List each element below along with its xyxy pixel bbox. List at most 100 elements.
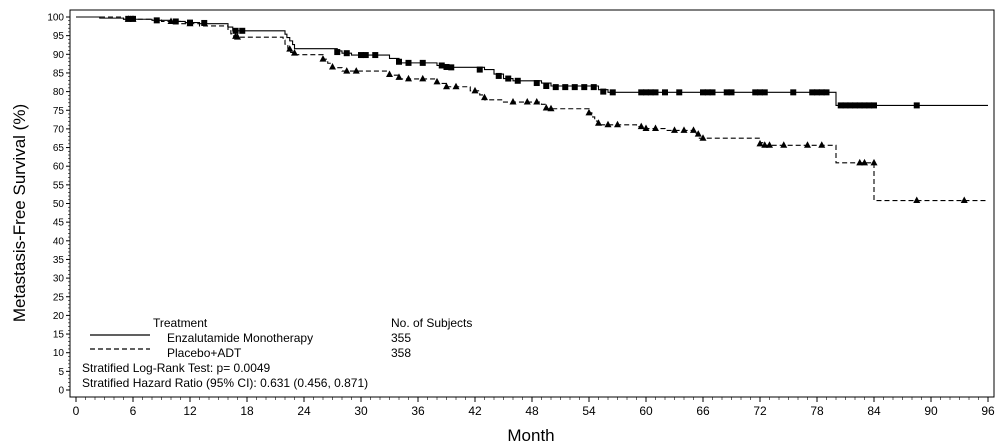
- legend-label-enzalutamide: Enzalutamide Monotherapy: [167, 331, 313, 345]
- x-tick-label: 48: [525, 404, 539, 418]
- censor-triangle: [443, 82, 450, 90]
- y-tick-label: 95: [53, 31, 65, 42]
- censor-square: [837, 102, 844, 109]
- x-tick-label: 54: [582, 404, 596, 418]
- censor-triangle: [818, 141, 826, 148]
- censor-triangle: [471, 86, 479, 94]
- censor-square: [438, 62, 445, 69]
- censor-triangle: [234, 33, 241, 40]
- censor-square: [533, 80, 540, 87]
- censor-triangle: [671, 126, 678, 133]
- legend-title: Treatment: [153, 316, 208, 330]
- censor-square: [590, 84, 597, 91]
- y-tick-label: 20: [53, 311, 65, 322]
- y-tick-label: 45: [53, 218, 65, 229]
- censor-triangle: [870, 158, 878, 166]
- censor-square: [704, 89, 711, 96]
- censor-square: [856, 102, 863, 109]
- censor-triangle: [547, 104, 555, 112]
- censor-square: [571, 84, 578, 91]
- legend-count-placebo: 358: [391, 346, 411, 360]
- censor-triangle: [642, 124, 650, 132]
- censor-triangle: [329, 62, 336, 70]
- x-tick-label: 42: [468, 404, 482, 418]
- x-tick-label: 72: [753, 404, 767, 418]
- censor-triangle: [694, 130, 702, 137]
- censor-square: [396, 58, 402, 65]
- log-rank-annotation: Stratified Log-Rank Test: p= 0.0049: [82, 361, 271, 375]
- censor-square: [757, 89, 763, 96]
- censor-square: [448, 64, 455, 71]
- y-tick-label: 50: [53, 199, 65, 210]
- censor-square: [562, 84, 569, 91]
- y-tick-label: 80: [53, 87, 65, 98]
- censor-triangle: [405, 74, 412, 82]
- censor-square: [172, 18, 179, 25]
- x-tick-label: 96: [981, 404, 995, 418]
- censor-triangle: [124, 15, 132, 22]
- censor-square: [823, 89, 830, 96]
- censor-square: [700, 89, 706, 96]
- censor-square: [638, 89, 645, 96]
- x-axis-label: Month: [507, 426, 554, 445]
- censor-square: [752, 89, 759, 96]
- y-tick-label: 55: [53, 180, 65, 191]
- censor-square: [358, 52, 364, 59]
- y-tick-label: 5: [58, 367, 64, 378]
- censor-square: [505, 75, 512, 82]
- x-tick-label: 12: [183, 404, 197, 418]
- y-tick-label: 25: [53, 292, 65, 303]
- y-tick-label: 0: [58, 386, 64, 397]
- censor-triangle: [129, 15, 137, 22]
- censor-square: [728, 89, 735, 96]
- censor-triangle: [637, 122, 645, 130]
- censor-triangle: [481, 93, 488, 101]
- x-tick-label: 18: [240, 404, 254, 418]
- y-tick-label: 35: [53, 255, 65, 266]
- censor-triangle: [680, 126, 688, 133]
- censor-triangle: [386, 70, 393, 77]
- censor-square: [866, 102, 873, 109]
- censor-markers: [124, 15, 968, 204]
- y-tick-label: 40: [53, 236, 65, 247]
- censor-triangle: [604, 120, 612, 128]
- hazard-ratio-annotation: Stratified Hazard Ratio (95% CI): 0.631 …: [82, 376, 368, 390]
- censor-square: [818, 89, 825, 96]
- censor-square: [514, 77, 521, 84]
- y-axis-label: Metastasis-Free Survival (%): [10, 104, 29, 322]
- y-tick-label: 85: [53, 68, 65, 79]
- censor-square: [842, 102, 849, 109]
- x-tick-label: 0: [73, 404, 80, 418]
- censor-square: [852, 102, 858, 109]
- censor-triangle: [614, 120, 621, 128]
- censor-square: [871, 102, 877, 109]
- x-tick-label: 30: [354, 404, 368, 418]
- censor-square: [643, 89, 649, 96]
- censor-triangle: [319, 55, 327, 62]
- censor-triangle: [780, 141, 788, 148]
- censor-square: [647, 89, 654, 96]
- survival-curve-placebo: [76, 16, 988, 202]
- legend: Treatment No. of Subjects Enzalutamide M…: [90, 316, 472, 360]
- censor-triangle: [756, 139, 764, 147]
- legend-count-enzalutamide: 355: [391, 331, 411, 345]
- censor-triangle: [452, 82, 460, 90]
- censor-square: [543, 83, 550, 90]
- censor-triangle: [419, 74, 427, 82]
- censor-triangle: [960, 196, 968, 204]
- x-tick-label: 66: [696, 404, 710, 418]
- censor-square: [343, 50, 350, 57]
- censor-square: [723, 89, 730, 96]
- censor-triangle: [352, 67, 360, 74]
- censor-triangle: [652, 124, 659, 132]
- censor-square: [201, 19, 208, 26]
- y-axis: 0 5 10 15 20 25 30 35 40 45 50 55 60 65 70 75 80 85 90 95 10…: [47, 13, 70, 397]
- censor-triangle: [286, 45, 294, 52]
- censor-triangle: [699, 134, 707, 141]
- censor-square: [662, 89, 668, 96]
- y-tick-label: 30: [53, 274, 65, 285]
- censor-triangle: [804, 141, 811, 148]
- censor-triangle: [291, 49, 298, 56]
- censor-triangle: [523, 98, 531, 105]
